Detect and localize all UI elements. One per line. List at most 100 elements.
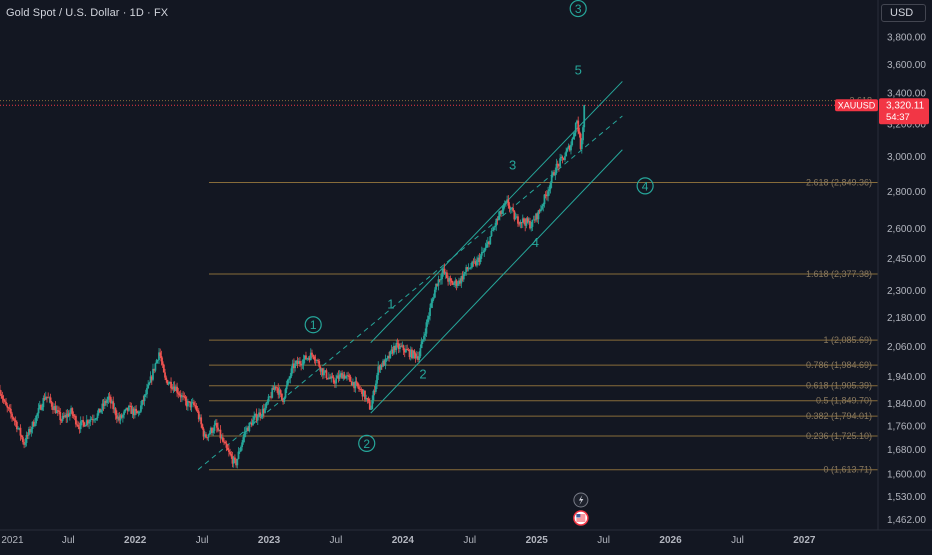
candle-body: [58, 410, 60, 413]
candle-body: [326, 378, 329, 379]
candle-body: [136, 411, 139, 414]
candle-body: [492, 227, 495, 231]
candle-body: [227, 450, 230, 452]
candle-body: [355, 381, 358, 383]
candle-body: [400, 345, 403, 347]
candle-body: [388, 356, 390, 359]
candle-body: [231, 456, 234, 464]
candle-body: [419, 348, 422, 357]
candle-body: [513, 210, 516, 220]
candle-body: [250, 422, 253, 426]
candle-body: [87, 420, 89, 424]
candle-body: [498, 211, 501, 217]
candle-body: [74, 416, 77, 425]
candle-body: [167, 383, 170, 385]
candle-body: [62, 415, 65, 418]
candle-body: [13, 419, 16, 421]
time-axis-tick: 2026: [659, 535, 682, 546]
candle-body: [76, 424, 78, 426]
candle-body: [307, 357, 310, 359]
candle-body: [372, 390, 375, 401]
candle-body: [458, 280, 460, 285]
symbol-title[interactable]: Gold Spot / U.S. Dollar · 1D · FX: [6, 7, 169, 19]
wave-label: 2: [419, 367, 426, 382]
symbol-tag-background: [835, 99, 878, 112]
candle-body: [276, 387, 278, 389]
candle-body: [40, 405, 42, 410]
us-flag-icon-stripe: [576, 514, 586, 516]
candle-body: [111, 401, 113, 404]
fib-level-label: 0.618 (1,905.39): [806, 381, 872, 391]
currency-button[interactable]: USD: [881, 4, 926, 22]
candle-body: [294, 363, 297, 369]
elliott-wave-labels: 1234512345: [304, 0, 654, 452]
price-axis-tick: 1,680.00: [887, 445, 926, 456]
candle-body: [480, 252, 483, 256]
candle-body: [127, 405, 130, 411]
fib-level-label: 0 (1,613.71): [823, 465, 872, 475]
candle-body: [99, 408, 101, 413]
candle-body: [408, 350, 411, 358]
candle-body: [160, 355, 163, 362]
candle-body: [395, 343, 398, 350]
candle-body: [14, 420, 17, 422]
candle-body: [553, 172, 556, 176]
candle-body: [321, 368, 324, 376]
candle-body: [101, 403, 104, 410]
candle-body: [338, 374, 341, 379]
wave-label: 1: [387, 297, 394, 312]
candle-body: [150, 376, 153, 380]
candle-body: [130, 406, 133, 414]
candle-body: [399, 345, 401, 349]
candle-body: [551, 172, 554, 176]
candle-body: [384, 358, 387, 366]
candle-body: [572, 136, 575, 140]
candle-body: [549, 183, 552, 190]
candle-body: [477, 257, 480, 260]
candle-body: [524, 222, 527, 226]
candle-body: [88, 421, 91, 424]
price-axis-tick: 2,450.00: [887, 254, 926, 265]
candle-body: [576, 120, 578, 124]
candle-body: [129, 405, 131, 407]
candle-body: [207, 434, 210, 438]
price-axis-tick: 2,800.00: [887, 187, 926, 198]
us-flag-icon-stripe: [576, 520, 586, 522]
candle-body: [415, 356, 418, 359]
price-axis-tick: 3,600.00: [887, 60, 926, 71]
candle-body: [289, 375, 292, 379]
candle-body: [190, 402, 193, 408]
wave-label-circled: 1: [310, 318, 317, 332]
candle-body: [44, 396, 47, 400]
candle-body: [52, 406, 54, 410]
candle-body: [164, 372, 166, 378]
candle-body: [378, 366, 381, 370]
candle-body: [520, 221, 523, 223]
candle-body: [26, 434, 29, 436]
candle-body: [174, 386, 177, 391]
candle-body: [283, 397, 286, 402]
candle-body: [315, 360, 318, 361]
candle-body: [37, 408, 40, 414]
candle-body: [296, 360, 299, 365]
candle-body: [382, 360, 384, 367]
candle-body: [286, 379, 289, 385]
candle-body: [242, 437, 245, 443]
candle-body: [161, 361, 164, 365]
time-axis-tick: Jul: [731, 535, 744, 546]
candle-body: [318, 361, 321, 367]
candle-body: [559, 158, 562, 167]
us-flag-icon-stripe: [576, 516, 586, 518]
candle-body: [197, 411, 200, 420]
candle-body: [214, 423, 217, 425]
time-axis-tick: Jul: [597, 535, 610, 546]
candle-body: [215, 423, 218, 428]
candle-body: [0, 394, 3, 396]
candle-body: [243, 431, 246, 438]
candle-body: [566, 148, 569, 152]
candle-body: [155, 360, 158, 364]
candle-body: [55, 410, 58, 414]
candle-body: [303, 355, 306, 360]
